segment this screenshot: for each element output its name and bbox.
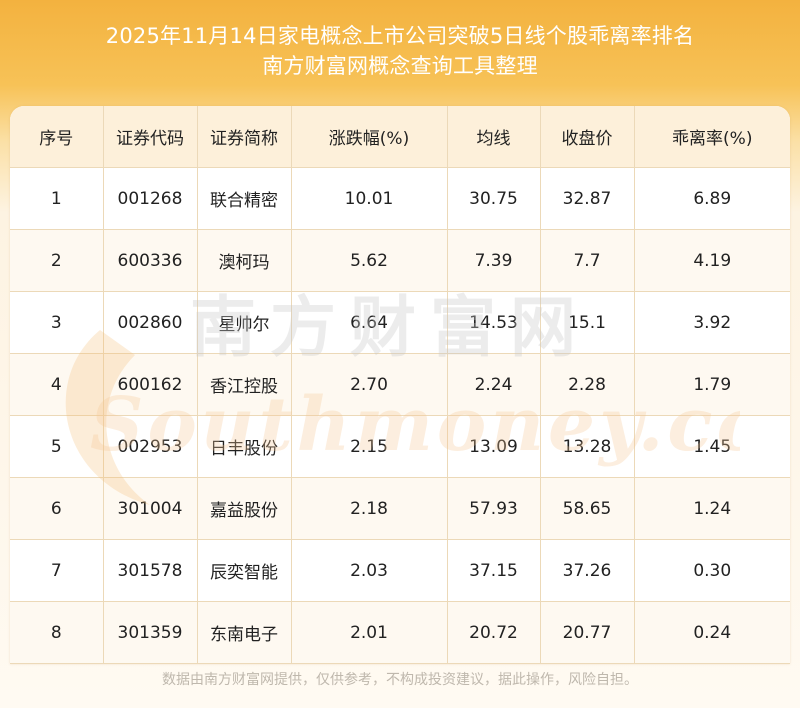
cell-change: 2.15 bbox=[291, 415, 448, 478]
cell-code: 301004 bbox=[103, 477, 198, 540]
column-header-name: 证券简称 bbox=[197, 106, 292, 168]
cell-rank: 1 bbox=[10, 167, 104, 230]
cell-close: 15.1 bbox=[540, 291, 635, 354]
page-subtitle: 南方财富网概念查询工具整理 bbox=[262, 54, 538, 78]
cell-bias: 1.45 bbox=[634, 415, 790, 478]
cell-code: 002860 bbox=[103, 291, 198, 354]
table-row: 4 600162 香江控股 2.70 2.24 2.28 1.79 bbox=[10, 353, 790, 416]
cell-name: 澳柯玛 bbox=[197, 229, 292, 292]
table-row: 3 002860 星帅尔 6.64 14.53 15.1 3.92 bbox=[10, 291, 790, 354]
table-row: 1 001268 联合精密 10.01 30.75 32.87 6.89 bbox=[10, 167, 790, 230]
cell-bias: 4.19 bbox=[634, 229, 790, 292]
cell-close: 32.87 bbox=[540, 167, 635, 230]
table-header-row: 序号 证券代码 证券简称 涨跌幅(%) 均线 收盘价 乖离率(%) bbox=[10, 106, 790, 168]
cell-ma: 20.72 bbox=[447, 601, 541, 664]
cell-rank: 7 bbox=[10, 539, 104, 602]
cell-name: 星帅尔 bbox=[197, 291, 292, 354]
cell-code: 600336 bbox=[103, 229, 198, 292]
column-header-bias: 乖离率(%) bbox=[634, 106, 790, 168]
cell-name: 香江控股 bbox=[197, 353, 292, 416]
ranking-table-card: 序号 证券代码 证券简称 涨跌幅(%) 均线 收盘价 乖离率(%) 1 0012… bbox=[10, 106, 790, 664]
cell-name: 辰奕智能 bbox=[197, 539, 292, 602]
ranking-table: 序号 证券代码 证券简称 涨跌幅(%) 均线 收盘价 乖离率(%) 1 0012… bbox=[10, 106, 790, 664]
cell-code: 001268 bbox=[103, 167, 198, 230]
cell-change: 2.18 bbox=[291, 477, 448, 540]
cell-bias: 0.24 bbox=[634, 601, 790, 664]
cell-name: 东南电子 bbox=[197, 601, 292, 664]
cell-change: 10.01 bbox=[291, 167, 448, 230]
cell-rank: 8 bbox=[10, 601, 104, 664]
table-row: 6 301004 嘉益股份 2.18 57.93 58.65 1.24 bbox=[10, 477, 790, 540]
page-header: 2025年11月14日家电概念上市公司突破5日线个股乖离率排名 南方财富网概念查… bbox=[0, 0, 800, 100]
page-title: 2025年11月14日家电概念上市公司突破5日线个股乖离率排名 bbox=[105, 24, 695, 48]
cell-ma: 7.39 bbox=[447, 229, 541, 292]
cell-bias: 1.24 bbox=[634, 477, 790, 540]
cell-change: 2.03 bbox=[291, 539, 448, 602]
cell-close: 20.77 bbox=[540, 601, 635, 664]
column-header-close: 收盘价 bbox=[540, 106, 635, 168]
column-header-ma: 均线 bbox=[447, 106, 541, 168]
cell-name: 日丰股份 bbox=[197, 415, 292, 478]
cell-bias: 1.79 bbox=[634, 353, 790, 416]
cell-code: 301359 bbox=[103, 601, 198, 664]
cell-change: 5.62 bbox=[291, 229, 448, 292]
table-row: 7 301578 辰奕智能 2.03 37.15 37.26 0.30 bbox=[10, 539, 790, 602]
cell-ma: 30.75 bbox=[447, 167, 541, 230]
cell-name: 联合精密 bbox=[197, 167, 292, 230]
cell-close: 13.28 bbox=[540, 415, 635, 478]
cell-ma: 14.53 bbox=[447, 291, 541, 354]
cell-code: 301578 bbox=[103, 539, 198, 602]
cell-rank: 3 bbox=[10, 291, 104, 354]
cell-change: 2.01 bbox=[291, 601, 448, 664]
table-row: 8 301359 东南电子 2.01 20.72 20.77 0.24 bbox=[10, 601, 790, 664]
disclaimer-footer: 数据由南方财富网提供，仅供参考，不构成投资建议，据此操作，风险自担。 bbox=[162, 672, 638, 688]
cell-ma: 13.09 bbox=[447, 415, 541, 478]
column-header-rank: 序号 bbox=[10, 106, 104, 168]
cell-rank: 2 bbox=[10, 229, 104, 292]
cell-ma: 37.15 bbox=[447, 539, 541, 602]
column-header-code: 证券代码 bbox=[103, 106, 198, 168]
cell-ma: 57.93 bbox=[447, 477, 541, 540]
cell-change: 6.64 bbox=[291, 291, 448, 354]
cell-rank: 5 bbox=[10, 415, 104, 478]
cell-close: 58.65 bbox=[540, 477, 635, 540]
cell-name: 嘉益股份 bbox=[197, 477, 292, 540]
column-header-change: 涨跌幅(%) bbox=[291, 106, 448, 168]
cell-bias: 0.30 bbox=[634, 539, 790, 602]
cell-bias: 3.92 bbox=[634, 291, 790, 354]
table-row: 2 600336 澳柯玛 5.62 7.39 7.7 4.19 bbox=[10, 229, 790, 292]
cell-rank: 6 bbox=[10, 477, 104, 540]
cell-rank: 4 bbox=[10, 353, 104, 416]
cell-close: 7.7 bbox=[540, 229, 635, 292]
cell-change: 2.70 bbox=[291, 353, 448, 416]
cell-close: 2.28 bbox=[540, 353, 635, 416]
table-row: 5 002953 日丰股份 2.15 13.09 13.28 1.45 bbox=[10, 415, 790, 478]
cell-bias: 6.89 bbox=[634, 167, 790, 230]
cell-code: 600162 bbox=[103, 353, 198, 416]
cell-ma: 2.24 bbox=[447, 353, 541, 416]
cell-code: 002953 bbox=[103, 415, 198, 478]
cell-close: 37.26 bbox=[540, 539, 635, 602]
